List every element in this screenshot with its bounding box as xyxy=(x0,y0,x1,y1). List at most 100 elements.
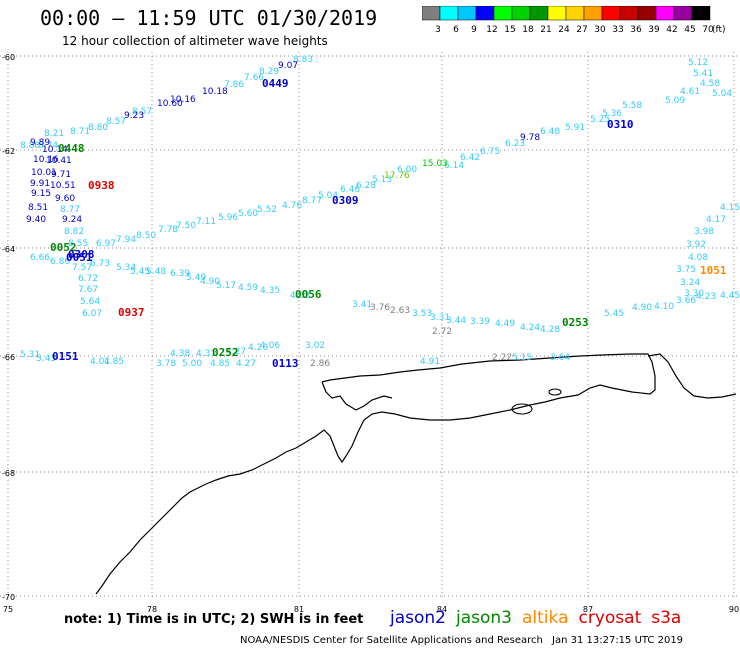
wave-height-value: 15.03 xyxy=(422,159,448,169)
wave-height-value: 8.50 xyxy=(136,231,156,241)
pass-time-label: 0252 xyxy=(212,346,239,359)
wave-height-value: 5.64 xyxy=(80,297,100,307)
wave-height-value: 9.60 xyxy=(55,194,75,204)
wave-height-value: 6.46 xyxy=(340,185,360,195)
wave-height-value: 2.72 xyxy=(432,327,452,337)
wave-height-value: 5.04 xyxy=(318,191,338,201)
wave-height-value: 4.35 xyxy=(260,286,280,296)
wave-height-value: 4.85 xyxy=(210,359,230,369)
wave-height-value: 5.13 xyxy=(372,175,392,185)
wave-height-value: 3.64 xyxy=(550,353,570,363)
wave-height-value: 2.86 xyxy=(310,359,330,369)
longitude-label: 78 xyxy=(147,605,157,614)
footer-credit: NOAA/NESDIS Center for Satellite Applica… xyxy=(240,635,543,646)
wave-height-value: 3.30 xyxy=(684,289,704,299)
wave-height-value: 3.44 xyxy=(446,316,466,326)
legend-entry-jason3: jason3 xyxy=(456,608,512,628)
wave-height-value: 4.06 xyxy=(260,341,280,351)
pass-time-label: 0309 xyxy=(332,194,359,207)
wave-height-value: 6.14 xyxy=(444,161,464,171)
wave-height-value: 4.24 xyxy=(520,323,540,333)
wave-height-value: 6.66 xyxy=(30,253,50,263)
wave-height-value: 5.12 xyxy=(688,58,708,68)
wave-height-value: 10.51 xyxy=(50,181,76,191)
pass-time-label: 0938 xyxy=(88,179,115,192)
wave-height-value: 6.42 xyxy=(460,153,480,163)
footer-timestamp: Jan 31 13:27:15 UTC 2019 xyxy=(552,635,684,646)
latitude-label: -70 xyxy=(2,593,15,602)
latitude-label: -60 xyxy=(2,53,15,62)
wave-height-value: 7.67 xyxy=(78,285,98,295)
longitude-label: 81 xyxy=(294,605,304,614)
wave-height-value: 10.41 xyxy=(46,156,72,166)
wave-height-value: 5.45 xyxy=(130,267,150,277)
pass-time-label: 0151 xyxy=(52,350,79,363)
wave-height-value: 4.10 xyxy=(654,302,674,312)
wave-height-value: 6.28 xyxy=(356,181,376,191)
wave-height-value: 5.15 xyxy=(512,353,532,363)
wave-height-value: 5.36 xyxy=(602,109,622,119)
color-scale-label: 42 xyxy=(666,25,677,35)
wave-height-value: 7.66 xyxy=(244,73,264,83)
wave-height-value: 3.02 xyxy=(305,341,325,351)
wave-height-value: 4.27 xyxy=(236,359,256,369)
color-scale-label: 39 xyxy=(648,25,660,35)
wave-height-value: 4.59 xyxy=(238,283,258,293)
wave-height-value: 10.16 xyxy=(33,155,59,165)
longitude-label: 87 xyxy=(583,605,593,614)
wave-height-value: 8.77 xyxy=(302,196,322,206)
color-scale-label: 70 xyxy=(702,25,714,35)
wave-height-value: 4.08 xyxy=(688,253,708,263)
wave-height-value: 3.92 xyxy=(686,240,706,250)
wave-height-value: 8.51 xyxy=(28,203,48,213)
pass-time-label: 0937 xyxy=(118,306,145,319)
wave-height-value: 3.78 xyxy=(156,359,176,369)
wave-height-value: 5.49 xyxy=(186,273,206,283)
color-scale-label: 24 xyxy=(558,25,570,35)
wave-height-value: 4.76 xyxy=(282,201,302,211)
wave-height-value: 6.00 xyxy=(397,165,417,175)
color-swatch xyxy=(691,6,711,21)
wave-height-value: 8.83 xyxy=(293,55,313,65)
island xyxy=(511,403,533,415)
wave-height-value: 3.24 xyxy=(680,278,700,288)
longitude-label: 90 xyxy=(729,605,739,614)
wave-height-value: 9.24 xyxy=(62,215,82,225)
wave-height-value: 4.91 xyxy=(420,357,440,367)
color-scale-label: 30 xyxy=(594,25,606,35)
legend-entry-altika: altika xyxy=(522,608,569,628)
wave-height-value: 8.71 xyxy=(70,127,90,137)
wave-height-value: 3.66 xyxy=(676,296,696,306)
legend-entry-s3a: s3a xyxy=(651,608,682,628)
footnote: note: 1) Time is in UTC; 2) SWH is in fe… xyxy=(64,612,364,627)
color-scale-label: 21 xyxy=(540,25,551,35)
wave-height-value: 3.75 xyxy=(676,265,696,275)
latitude-label: -66 xyxy=(2,353,15,362)
pass-time-label: 0056 xyxy=(295,288,322,301)
wave-height-value: 10.14 xyxy=(42,145,68,155)
pass-time-label: 0051 xyxy=(66,251,93,264)
wave-height-value: 3.41 xyxy=(352,300,372,310)
wave-height-value: 4.85 xyxy=(104,357,124,367)
pass-time-label: 1051 xyxy=(700,264,727,277)
wave-height-value: 4.90 xyxy=(200,277,220,287)
wave-height-value: 4.20 xyxy=(248,343,268,353)
coastline-inlet xyxy=(321,381,393,411)
wave-height-value: 3.53 xyxy=(412,309,432,319)
wave-height-value: 10.60 xyxy=(157,99,183,109)
wave-height-value: 4.01 xyxy=(90,357,110,367)
wave-height-value: 4.38 xyxy=(170,349,190,359)
wave-height-value: 5.41 xyxy=(693,69,713,79)
wave-height-value: 9.78 xyxy=(520,133,540,143)
wave-height-value: 7.78 xyxy=(158,225,178,235)
coastline xyxy=(95,353,656,595)
wave-height-value: 4.31 xyxy=(196,349,216,359)
page-title: 00:00 – 11:59 UTC 01/30/2019 xyxy=(40,6,378,30)
wave-height-value: 10.01 xyxy=(31,168,57,178)
wave-height-value: 9.89 xyxy=(30,138,50,148)
wave-height-value: 3.39 xyxy=(470,317,490,327)
wave-height-value: 6.48 xyxy=(540,127,560,137)
wave-height-value: 9.07 xyxy=(278,61,298,71)
color-scale-label: 12 xyxy=(486,25,497,35)
